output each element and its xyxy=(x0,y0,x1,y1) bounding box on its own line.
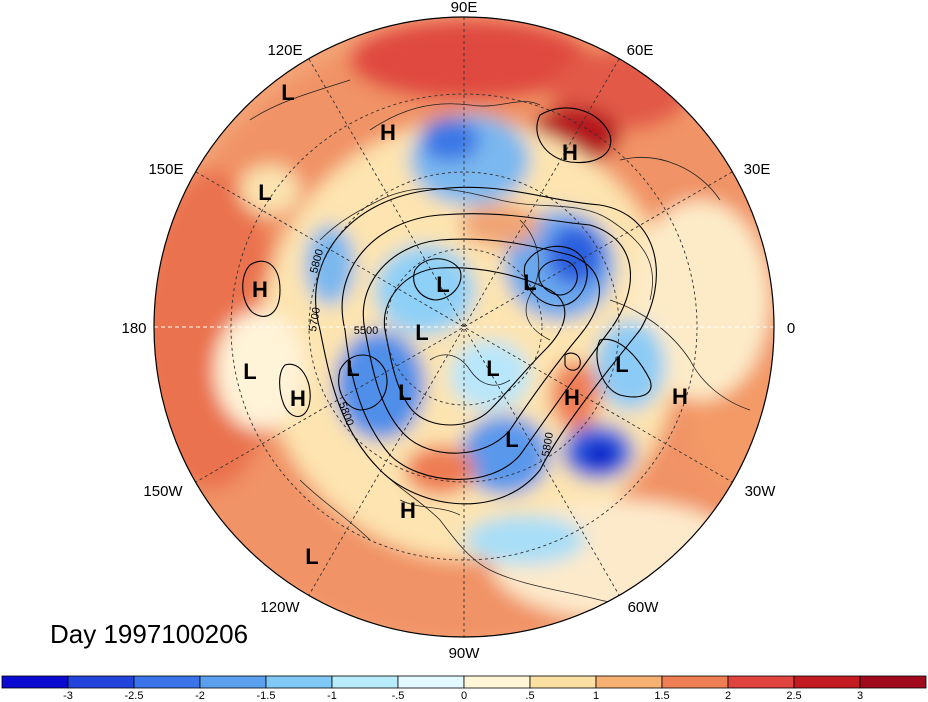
colorbar-swatch xyxy=(199,675,267,689)
lon-label-180: 180 xyxy=(121,320,146,337)
colorbar-tick-label: 1 xyxy=(593,690,599,702)
contour-label: 5500 xyxy=(354,325,378,337)
pressure-low: L xyxy=(415,320,428,345)
colorbar-tick-label: .5 xyxy=(525,690,534,702)
pressure-low: L xyxy=(398,380,411,405)
colorbar-tick-label: -2 xyxy=(195,690,205,702)
lon-label-90e: 90E xyxy=(451,0,478,16)
colorbar: -3 -2.5 -2 -1.5 -1 -.5 0 .5 1 1.5 2 2.5 3 xyxy=(1,675,927,702)
colorbar-swatch xyxy=(265,675,333,689)
colorbar-tick-label: 1.5 xyxy=(654,690,669,702)
colorbar-tick-label: -1.5 xyxy=(257,690,276,702)
pressure-high: H xyxy=(252,277,268,302)
colorbar-swatch xyxy=(397,675,465,689)
pressure-high: H xyxy=(380,120,396,145)
colorbar-swatch xyxy=(595,675,663,689)
colorbar-swatch xyxy=(793,675,861,689)
colorbar-swatch xyxy=(859,675,927,689)
contour-label: 5800 xyxy=(540,431,556,457)
coastlines xyxy=(249,79,751,604)
graticule xyxy=(154,17,774,637)
pressure-high: H xyxy=(564,385,580,410)
pressure-high: H xyxy=(672,384,688,409)
pressure-high: H xyxy=(290,386,306,411)
pressure-low: L xyxy=(243,359,256,384)
pressure-low: L xyxy=(505,427,518,452)
colorbar-swatch xyxy=(133,675,201,689)
pressure-markers: L H H L H L L L L H L L L H H L L H L xyxy=(243,80,688,569)
pressure-high: H xyxy=(400,498,416,523)
lon-label-0: 0 xyxy=(787,320,795,337)
colorbar-swatch xyxy=(67,675,135,689)
colorbar-tick-label: 2.5 xyxy=(786,690,801,702)
colorbar-swatch xyxy=(529,675,597,689)
lon-label-120e: 120E xyxy=(267,42,302,59)
lon-label-30w: 30W xyxy=(745,483,777,500)
pressure-low: L xyxy=(281,80,294,105)
colorbar-tick-label: -1 xyxy=(327,690,337,702)
colorbar-swatch xyxy=(331,675,399,689)
pressure-low: L xyxy=(615,352,628,377)
colorbar-tick-label: -.5 xyxy=(392,690,405,702)
pressure-low: L xyxy=(305,544,318,569)
map-boundary xyxy=(153,16,775,638)
colorbar-tick-label: 3 xyxy=(857,690,863,702)
colorbar-tick-label: -2.5 xyxy=(125,690,144,702)
day-label: Day 1997100206 xyxy=(50,619,249,649)
pressure-high: H xyxy=(562,140,578,165)
lon-label-60e: 60E xyxy=(627,42,654,59)
colorbar-tick-label: -3 xyxy=(63,690,73,702)
pressure-low: L xyxy=(346,356,359,381)
colorbar-tick-label: 2 xyxy=(725,690,731,702)
lon-label-30e: 30E xyxy=(744,161,771,178)
colorbar-swatch xyxy=(661,675,729,689)
pressure-low: L xyxy=(523,270,536,295)
lon-label-60w: 60W xyxy=(628,599,660,616)
pressure-low: L xyxy=(486,356,499,381)
lon-label-120w: 120W xyxy=(260,599,300,616)
anomaly-field xyxy=(154,17,774,637)
lon-label-90w: 90W xyxy=(449,645,481,662)
lon-label-150w: 150W xyxy=(143,483,183,500)
colorbar-swatch xyxy=(1,675,69,689)
colorbar-tick-label: 0 xyxy=(461,690,467,702)
pressure-low: L xyxy=(436,272,449,297)
contour-label: 5700 xyxy=(307,306,323,332)
colorbar-swatch xyxy=(727,675,795,689)
pressure-low: L xyxy=(258,180,271,205)
lon-label-150e: 150E xyxy=(148,161,183,178)
colorbar-swatch xyxy=(463,675,531,689)
